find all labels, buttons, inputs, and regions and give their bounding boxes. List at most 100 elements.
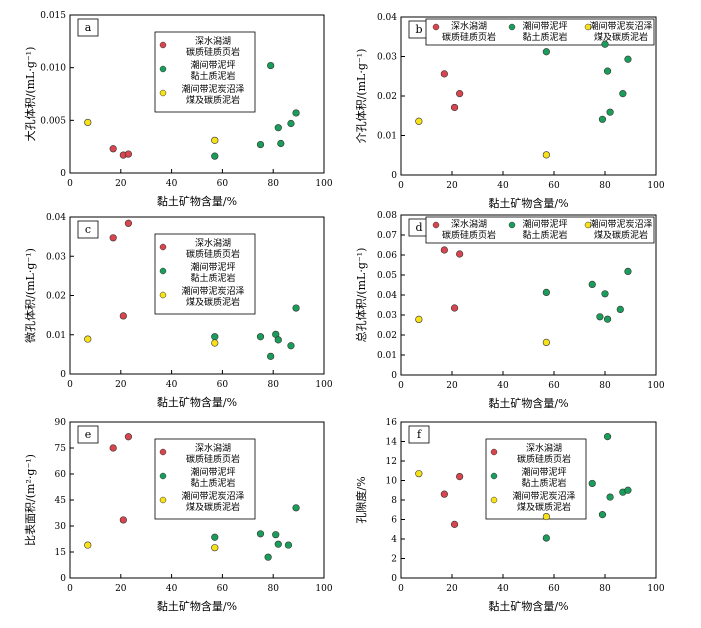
y-axis-label: 孔隙度/% xyxy=(354,476,368,523)
x-tick-label: 40 xyxy=(166,179,178,189)
legend-label-flat: 黏土质泥岩 xyxy=(522,229,567,241)
data-point-flat xyxy=(598,115,607,123)
chart-panel-d: 0 20 40 60 80 100 0 0.01 0.02 0.03 0.04 0.05 0.06 0.0… xyxy=(354,211,665,410)
legend-label-deep: 深水潟湖 xyxy=(195,35,231,47)
y-tick-label: 0 xyxy=(391,574,397,584)
data-point-deep xyxy=(124,219,133,227)
y-tick-label: 12 xyxy=(386,457,397,467)
x-tick-label: 40 xyxy=(166,584,178,594)
y-tick-label: 8 xyxy=(391,496,397,506)
legend-label-deep: 碳质硅质页岩 xyxy=(517,453,571,465)
panel-label: d xyxy=(415,221,422,234)
legend-marker-flat xyxy=(159,65,167,73)
y-tick-label: 0 xyxy=(391,371,397,381)
y-tick-label: 16 xyxy=(386,418,398,428)
y-tick-label: 0 xyxy=(60,169,66,179)
legend-label-swamp: 潮间带泥炭沼泽 xyxy=(181,83,244,95)
x-tick-label: 0 xyxy=(398,181,404,191)
x-tick-label: 0 xyxy=(67,380,73,390)
data-point-flat xyxy=(616,305,624,314)
x-axis-label: 黏土矿物含量/% xyxy=(488,196,568,210)
legend-label-swamp: 煤及碳质泥岩 xyxy=(186,296,240,308)
x-tick-label: 20 xyxy=(115,584,127,594)
legend-label-flat: 潮间带泥坪 xyxy=(521,466,566,478)
data-point-deep xyxy=(440,246,448,254)
data-point-flat xyxy=(588,479,596,488)
x-axis-label: 黏土矿物含量/% xyxy=(488,599,568,613)
y-tick-label: 0.07 xyxy=(377,231,397,241)
legend-label-swamp: 煤及碳质泥岩 xyxy=(594,31,648,43)
legend-label-flat: 黏土质泥岩 xyxy=(521,477,566,489)
legend-label-swamp: 煤及碳质泥岩 xyxy=(517,501,571,513)
data-point-flat xyxy=(598,511,607,519)
x-tick-label: 0 xyxy=(398,381,404,391)
y-tick-label: 45 xyxy=(55,496,67,506)
legend-marker-swamp xyxy=(159,89,167,97)
panel-label-box xyxy=(77,18,99,37)
x-tick-label: 40 xyxy=(497,381,509,391)
panel-label: c xyxy=(85,223,91,236)
y-tick-label: 0.01 xyxy=(46,331,66,341)
legend-label-flat: 潮间带泥坪 xyxy=(522,218,567,230)
legend-label-swamp: 潮间带泥炭沼泽 xyxy=(512,490,575,502)
data-point-swamp xyxy=(415,117,423,125)
legend-marker-deep xyxy=(159,448,167,456)
data-point-flat xyxy=(588,280,596,289)
y-tick-label: 6 xyxy=(391,516,397,526)
data-point-flat xyxy=(606,493,614,501)
data-point-flat xyxy=(256,333,265,341)
legend-label-deep: 深水潟湖 xyxy=(195,237,231,249)
data-point-flat xyxy=(603,315,612,323)
y-tick-label: 0.02 xyxy=(377,331,397,341)
legend-label-flat: 黏土质泥岩 xyxy=(190,477,235,489)
data-point-flat xyxy=(542,48,550,56)
x-axis-label: 黏土矿物含量/% xyxy=(157,395,237,409)
legend-label-flat: 潮间带泥坪 xyxy=(190,59,235,71)
legend-label-flat: 黏土质泥岩 xyxy=(190,272,235,284)
x-tick-label: 80 xyxy=(599,181,611,191)
legend-label-flat: 潮间带泥坪 xyxy=(522,20,567,32)
legend-marker-swamp xyxy=(584,221,592,229)
y-tick-label: 2 xyxy=(391,555,397,565)
data-point-flat xyxy=(292,504,300,512)
y-tick-label: 10 xyxy=(386,477,398,487)
panel-label: e xyxy=(85,428,92,441)
legend-marker-flat xyxy=(508,23,516,31)
legend-label-flat: 潮间带泥坪 xyxy=(190,261,235,273)
data-point-deep xyxy=(109,145,117,153)
x-tick-label: 20 xyxy=(115,179,127,189)
y-tick-label: 0.04 xyxy=(46,213,66,223)
panel-label-box xyxy=(408,425,430,444)
x-tick-label: 60 xyxy=(548,584,560,594)
x-tick-label: 20 xyxy=(446,381,458,391)
x-tick-label: 100 xyxy=(647,584,664,594)
legend-marker-flat xyxy=(159,472,167,480)
data-point-flat xyxy=(211,533,219,541)
legend-marker-swamp xyxy=(584,23,592,31)
legend-label-deep: 碳质硅质页岩 xyxy=(442,31,496,43)
y-tick-label: 0.015 xyxy=(40,11,66,21)
y-tick-label: 15 xyxy=(55,548,67,558)
x-axis-label: 黏土矿物含量/% xyxy=(488,396,568,410)
legend-label-flat: 黏土质泥岩 xyxy=(190,70,235,82)
legend-marker-deep xyxy=(432,23,440,31)
data-point-deep xyxy=(124,150,133,158)
panel-label: b xyxy=(415,23,422,36)
data-point-flat xyxy=(274,540,282,548)
legend-label-deep: 深水潟湖 xyxy=(451,218,487,230)
chart-panel-e: 0 20 40 60 80 100 0 15 30 45 60 75 90 黏土矿物含量/% 比表面积/(m… xyxy=(23,418,333,613)
y-axis-label: 比表面积/(m²·g⁻¹) xyxy=(23,454,37,546)
data-point-deep xyxy=(450,520,459,528)
x-tick-label: 40 xyxy=(166,380,178,390)
data-point-swamp xyxy=(415,470,423,478)
x-tick-label: 80 xyxy=(267,584,279,594)
data-point-flat xyxy=(624,267,632,276)
data-point-deep xyxy=(124,433,133,441)
legend-label-swamp: 潮间带泥炭沼泽 xyxy=(181,490,244,502)
chart-panel-f: 0 20 40 60 80 100 0 2 4 6 8 10 12 14 16 黏土矿物含量/% 孔隙度/% f 深… xyxy=(354,418,665,613)
y-tick-label: 60 xyxy=(55,470,67,480)
x-tick-label: 100 xyxy=(647,181,664,191)
data-point-flat xyxy=(267,61,275,70)
